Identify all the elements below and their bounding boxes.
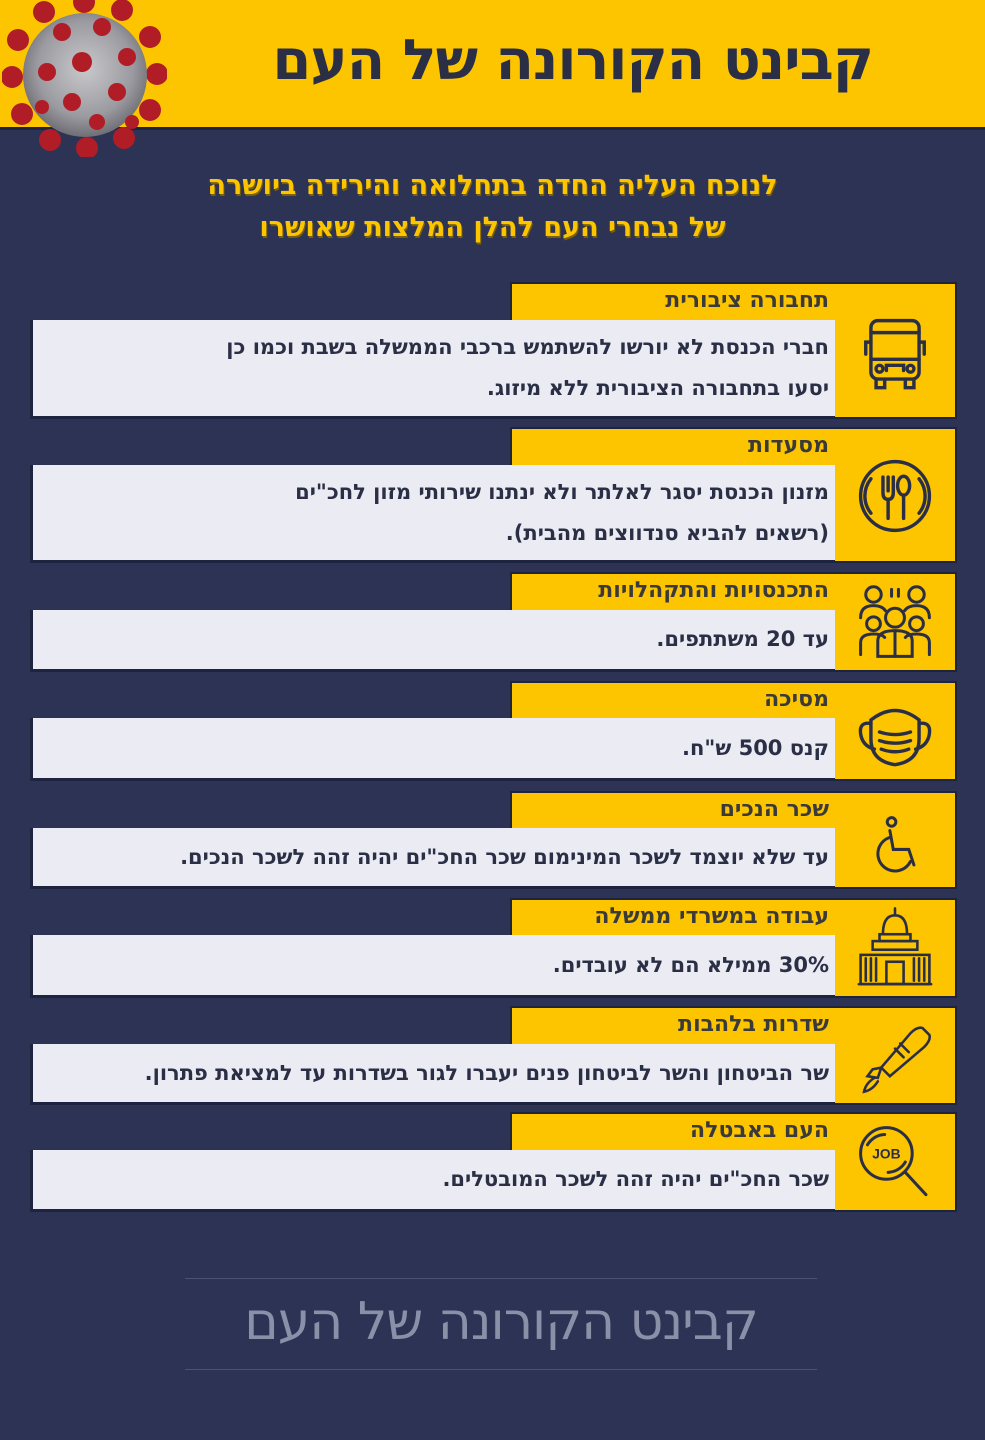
card-body: שר הביטחון והשר לביטחון פנים יעברו לגור … — [30, 1044, 835, 1105]
card-disability-pay: שכר הנכים עד שלא יוצמד לשכר המינימום שכר… — [30, 791, 957, 889]
card-text-line: עד 20 משתתפים. — [656, 627, 829, 651]
wheelchair-icon — [845, 801, 945, 891]
card-body: מזנון הכנסת יסגר לאלתר ולא ינתנו שירותי … — [30, 465, 835, 563]
card-text-line: (רשאים להביא סנדווצים מהבית). — [505, 520, 829, 545]
card-body: עד שלא יוצמד לשכר המינימום שכר החכ"ים יה… — [30, 828, 835, 889]
card-text-line: שכר החכ"ים יהיה זהה לשכר המובטלים. — [442, 1167, 829, 1191]
card-heading: תחבורה ציבורית — [665, 288, 829, 313]
bus-icon — [845, 310, 945, 400]
subtitle-line: של נבחרי העם להלן המלצות שאושרו — [259, 212, 726, 243]
card-heading: העם באבטלה — [690, 1118, 829, 1143]
card-text-line: 30% ממילא הם לא עובדים. — [552, 952, 829, 977]
subtitle-line: לנוכח העליה החדה בתחלואה והירידה ביושרה — [207, 170, 778, 201]
card-text-line: שר הביטחון והשר לביטחון פנים יעברו לגור … — [144, 1060, 829, 1085]
page-title: קבינט הקורונה של העם — [272, 28, 874, 93]
government-building-icon — [845, 903, 945, 993]
footer-divider-top — [185, 1278, 817, 1279]
card-heading: התכנסויות והתקהלויות — [598, 578, 829, 603]
card-heading: מסעדות — [747, 433, 829, 458]
card-text-line: קנס 500 ש"ח. — [681, 735, 829, 760]
card-body: קנס 500 ש"ח. — [30, 718, 835, 781]
rocket-icon — [845, 1014, 945, 1104]
card-heading: שדרות בלהבות — [678, 1012, 829, 1037]
card-body: 30% ממילא הם לא עובדים. — [30, 935, 835, 998]
subtitle: לנוכח העליה החדה בתחלואה והירידה ביושרה … — [0, 165, 985, 249]
card-restaurants: מסעדות מזנון הכנסת יסגר לאלתר ולא ינתנו … — [30, 427, 957, 563]
card-government-offices: עבודה במשרדי ממשלה 30% ממילא הם לא עובדי… — [30, 898, 957, 998]
card-text-line: מזנון הכנסת יסגר לאלתר ולא ינתנו שירותי … — [295, 479, 829, 504]
card-heading: עבודה במשרדי ממשלה — [594, 904, 829, 929]
job-search-icon: JOB — [845, 1117, 945, 1207]
card-gatherings: התכנסויות והתקהלויות עד 20 משתתפים. — [30, 572, 957, 672]
crowd-icon — [845, 577, 945, 667]
header-banner: קבינט הקורונה של העם — [0, 0, 985, 130]
card-heading: שכר הנכים — [719, 797, 829, 822]
restaurant-icon — [845, 451, 945, 541]
coronavirus-illustration — [2, 0, 167, 157]
svg-text:JOB: JOB — [872, 1147, 900, 1162]
card-mask: מסיכה קנס 500 ש"ח. — [30, 681, 957, 781]
card-text-line: יסעו בתחבורה הציבורית ללא מיזוג. — [486, 376, 829, 400]
card-public-transport: תחבורה ציבורית חברי הכנסת לא יורשו להשתמ… — [30, 282, 957, 419]
card-body: שכר החכ"ים יהיה זהה לשכר המובטלים. — [30, 1150, 835, 1212]
card-text-line: עד שלא יוצמד לשכר המינימום שכר החכ"ים יה… — [180, 844, 829, 869]
card-text-line: חברי הכנסת לא יורשו להשתמש ברכבי הממשלה … — [226, 335, 829, 359]
footer-title: קבינט הקורונה של העם — [244, 1292, 758, 1352]
card-sderot: שדרות בלהבות שר הביטחון והשר לביטחון פני… — [30, 1006, 957, 1105]
card-body: עד 20 משתתפים. — [30, 610, 835, 672]
face-mask-icon — [845, 687, 945, 777]
card-unemployment: העם באבטלה שכר החכ"ים יהיה זהה לשכר המוב… — [30, 1112, 957, 1212]
card-heading: מסיכה — [764, 687, 829, 712]
footer-divider-bottom — [185, 1369, 817, 1370]
card-body: חברי הכנסת לא יורשו להשתמש ברכבי הממשלה … — [30, 320, 835, 419]
